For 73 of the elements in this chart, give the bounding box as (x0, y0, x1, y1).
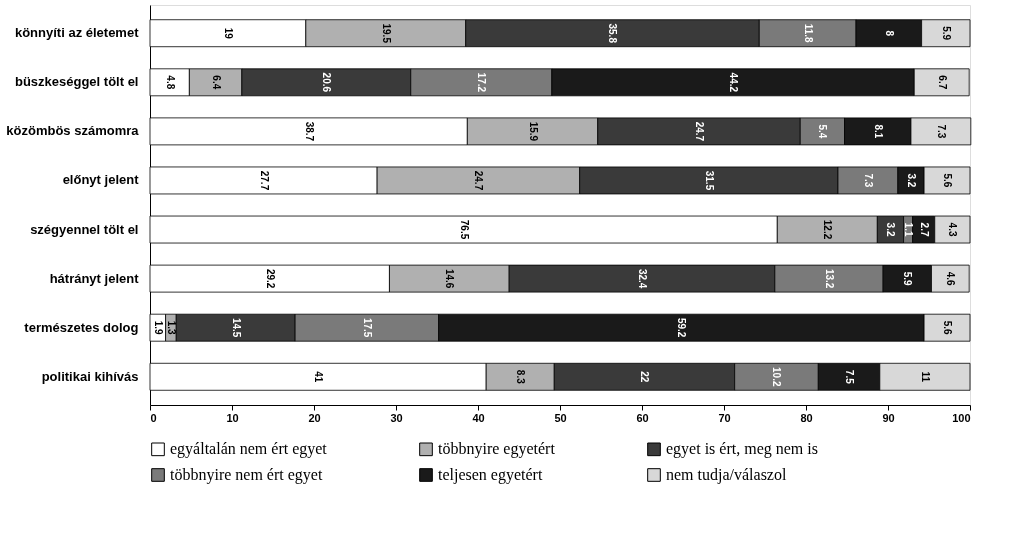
data-label: 24.7 (473, 170, 485, 191)
data-label: 4.8 (164, 75, 176, 90)
y-tick-label: könnyíti az életemet (14, 25, 140, 41)
data-label: 19 (222, 27, 234, 40)
x-tick-label: 10 (226, 411, 239, 424)
data-label: 14.5 (230, 317, 242, 338)
y-tick-label: hátrányt jelent (49, 270, 140, 286)
data-label: 41 (313, 371, 325, 383)
data-label: 12.2 (822, 219, 834, 240)
x-tick-label: 40 (472, 411, 485, 424)
data-label: 76.5 (458, 219, 470, 240)
legend-label: egyet is ért, meg nem is (666, 440, 818, 459)
data-label: 5.9 (940, 26, 952, 41)
data-label: 27.7 (258, 170, 270, 191)
x-tick-label: 70 (718, 411, 731, 424)
data-label: 7.3 (862, 173, 874, 188)
data-label: 2.7 (918, 222, 930, 237)
data-label: 31.5 (703, 170, 715, 191)
data-label: 17.2 (476, 72, 488, 93)
data-label: 13.2 (823, 268, 835, 289)
data-label: 59.2 (676, 317, 688, 338)
data-label: 17.5 (361, 317, 373, 338)
legend-label: egyáltalán nem ért egyet (170, 440, 328, 459)
x-tick-label: 80 (800, 411, 813, 424)
data-label: 35.8 (607, 23, 619, 44)
data-label: 5.6 (942, 173, 954, 188)
data-label: 38.7 (303, 121, 315, 142)
x-tick-label: 0 (150, 411, 157, 424)
legend-label: teljesen egyetért (438, 466, 543, 484)
data-label: 3.2 (885, 222, 897, 237)
data-label: 8.3 (515, 369, 527, 385)
x-tick-label: 20 (308, 411, 321, 424)
data-label: 1.1 (903, 222, 915, 237)
data-label: 8.1 (872, 124, 884, 139)
data-label: 4.3 (947, 222, 959, 237)
y-tick-label: büszkeséggel tölt el (14, 74, 139, 90)
data-label: 11.8 (802, 23, 814, 44)
data-label: 22 (639, 371, 651, 383)
data-label: 5.6 (942, 320, 954, 336)
data-label: 20.6 (321, 72, 333, 93)
legend-label: nem tudja/válaszol (666, 466, 787, 484)
data-label: 44.2 (728, 72, 740, 93)
data-label: 19.5 (380, 23, 392, 44)
data-label: 7.5 (844, 369, 856, 385)
data-label: 11 (919, 371, 931, 383)
data-label: 29.2 (264, 268, 276, 289)
y-tick-label: politikai kihívás (41, 368, 139, 384)
y-tick-label: előnyt jelent (62, 172, 140, 188)
y-tick-label: közömbös számomra (6, 123, 140, 139)
data-label: 6.7 (936, 75, 948, 90)
x-tick-label: 60 (636, 411, 649, 424)
data-label: 6.4 (210, 75, 222, 90)
x-tick-label: 30 (390, 411, 403, 424)
data-label: 3.2 (905, 173, 917, 188)
x-tick-label: 50 (554, 411, 567, 424)
data-label: 8 (883, 30, 895, 37)
data-label: 24.7 (693, 121, 705, 142)
data-label: 1.9 (152, 320, 164, 336)
y-tick-label: szégyennel tölt el (30, 221, 139, 237)
data-label: 10.2 (771, 367, 783, 387)
data-label: 5.4 (817, 124, 829, 139)
legend-label: többnyire egyetért (438, 440, 556, 459)
data-label: 15.9 (527, 121, 539, 142)
data-label: 14.6 (444, 268, 456, 289)
data-label: 32.4 (637, 268, 648, 289)
legend-label: többnyire nem ért egyet (170, 466, 323, 484)
data-label: 7.3 (935, 124, 947, 139)
x-tick-label: 90 (882, 411, 895, 424)
data-label: 5.9 (902, 271, 914, 287)
data-label: 1.3 (165, 320, 177, 336)
x-tick-label: 100 (952, 411, 971, 424)
y-tick-label: természetes dolog (24, 319, 139, 335)
data-label: 4.6 (945, 271, 957, 287)
